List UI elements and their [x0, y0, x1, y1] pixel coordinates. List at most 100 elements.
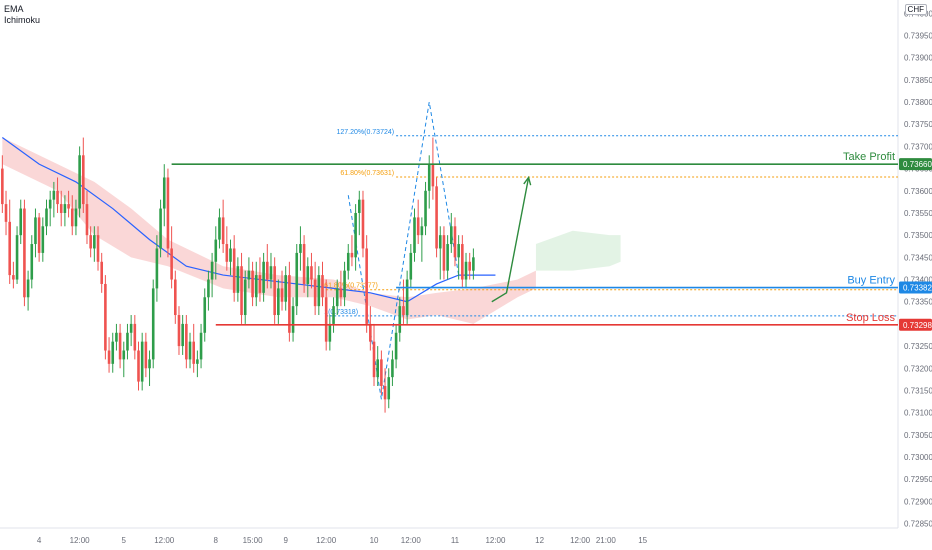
candle — [247, 257, 251, 289]
candle-body — [372, 341, 376, 378]
candle-body — [424, 190, 427, 227]
candle — [174, 270, 177, 324]
candle-body — [185, 323, 188, 360]
fib-level-label: 127.20%(0.73724) — [336, 129, 394, 136]
candle-body — [107, 350, 111, 364]
candle-body — [468, 261, 471, 271]
candle — [137, 341, 140, 391]
candle — [229, 239, 232, 276]
candle-body — [232, 248, 236, 293]
candle — [30, 235, 34, 289]
time-tick-label: 12:00 — [70, 536, 91, 545]
candle-body — [358, 199, 361, 213]
candle — [210, 252, 214, 298]
candle — [218, 208, 221, 249]
candle-body — [310, 266, 313, 280]
candle-body — [380, 359, 383, 387]
fib-level-label: 1(0.73318) — [324, 309, 358, 316]
candle — [243, 270, 247, 324]
take-profit-tag — [899, 158, 932, 171]
candle — [254, 261, 258, 307]
time-tick-label: 10 — [370, 536, 379, 545]
ichimoku-cloud-bearish — [2, 137, 536, 324]
candle — [472, 248, 475, 280]
candle-body — [221, 217, 225, 245]
candle-body — [398, 306, 402, 333]
candle — [232, 235, 236, 302]
candle-body — [335, 288, 339, 307]
price-tick-label: 0.73100 — [904, 409, 932, 418]
candle — [196, 350, 199, 378]
indicator-ichimoku-label[interactable]: Ichimoku — [4, 15, 41, 25]
candle — [203, 288, 207, 342]
candle — [431, 137, 435, 200]
candle — [310, 252, 313, 289]
candle — [199, 323, 203, 369]
candle-body — [254, 275, 258, 298]
price-tick-label: 0.73800 — [904, 98, 932, 107]
candle-body — [26, 279, 30, 298]
candle — [450, 212, 453, 253]
candle-body — [52, 190, 56, 200]
candle-body — [210, 261, 214, 280]
candle-body — [115, 332, 118, 342]
candle-body — [89, 235, 92, 249]
candle — [277, 279, 280, 324]
candle-body — [273, 266, 276, 316]
candle-body — [151, 288, 155, 360]
candle — [170, 226, 173, 289]
currency-badge[interactable]: CHF — [904, 4, 927, 15]
candle-body — [402, 306, 405, 316]
candle-body — [317, 275, 321, 307]
candle — [324, 279, 328, 351]
candle — [115, 323, 118, 351]
candle — [104, 275, 107, 360]
candle — [214, 226, 218, 280]
candle — [372, 323, 376, 387]
candle-body — [229, 248, 232, 262]
candle-body — [166, 177, 170, 249]
time-tick-label: 15:00 — [243, 536, 264, 545]
candle — [41, 217, 45, 262]
candle — [376, 346, 379, 387]
candle-body — [251, 270, 254, 298]
candle-body — [435, 186, 438, 249]
candle-body — [302, 244, 306, 284]
candle-body — [291, 306, 295, 333]
candle — [162, 164, 166, 227]
candle-body — [266, 261, 269, 280]
candle — [122, 341, 126, 378]
indicator-legend: EMA Ichimoku — [4, 4, 40, 26]
candle-body — [457, 244, 460, 258]
candle — [225, 226, 229, 271]
candle-body — [155, 248, 159, 289]
candle — [269, 252, 273, 289]
candle-body — [346, 252, 350, 271]
candle-body — [365, 248, 368, 324]
candle — [369, 306, 372, 351]
candle — [358, 190, 361, 236]
candle-body — [394, 332, 398, 360]
candle — [37, 212, 41, 262]
candle — [56, 177, 59, 213]
candle — [339, 270, 343, 307]
candle-body — [339, 288, 343, 298]
candle-body — [129, 323, 133, 333]
candle-body — [361, 199, 365, 249]
candle-body — [405, 279, 409, 316]
time-tick-label: 12:00 — [316, 536, 337, 545]
price-tick-label: 0.73950 — [904, 31, 932, 40]
candle — [361, 190, 365, 258]
harmonic-pattern-line — [347, 101, 460, 400]
indicator-ema-label[interactable]: EMA — [4, 4, 24, 14]
candle — [89, 226, 92, 258]
candle — [19, 199, 23, 245]
candle-body — [63, 204, 67, 213]
candle — [177, 306, 181, 355]
price-tick-label: 0.73850 — [904, 76, 932, 85]
time-tick-label: 12 — [535, 536, 544, 545]
candle — [111, 332, 115, 373]
candle — [151, 279, 155, 369]
candle-body — [376, 359, 379, 378]
